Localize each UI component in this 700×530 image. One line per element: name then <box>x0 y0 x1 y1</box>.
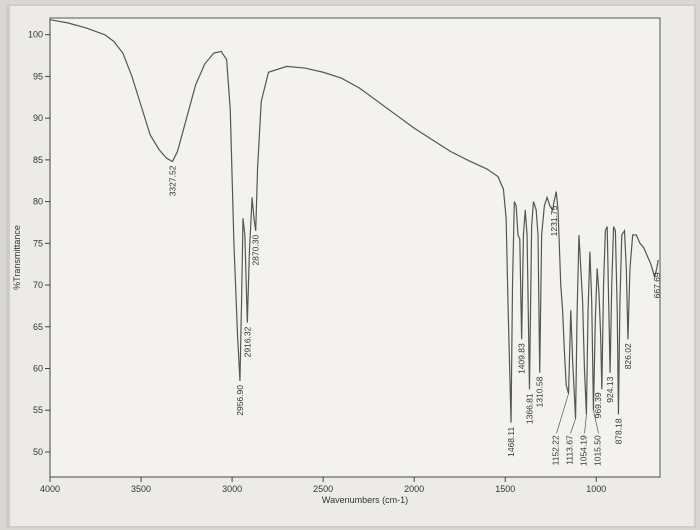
peak-label: 3327.52 <box>167 165 177 196</box>
peak-label: 826.02 <box>623 343 633 369</box>
y-tick-label: 60 <box>33 364 43 374</box>
y-tick-label: 55 <box>33 405 43 415</box>
y-axis-ticks: 100 95 90 85 80 75 70 65 60 55 50 <box>28 30 50 457</box>
peak-label: 1310.58 <box>535 376 545 407</box>
peak-label: 1054.19 <box>579 435 589 466</box>
x-axis-ticks: 4000 3500 3000 2500 2000 1500 1000 <box>40 477 606 494</box>
y-tick-label: 65 <box>33 322 43 332</box>
peak-label: 1113.67 <box>565 435 575 465</box>
x-tick-label: 2000 <box>404 484 424 494</box>
peak-leader-line <box>556 393 569 434</box>
peak-label: 2870.30 <box>251 235 261 266</box>
y-tick-label: 85 <box>33 155 43 165</box>
peak-label: 878.18 <box>613 418 623 444</box>
x-axis-title: Wavenumbers (cm-1) <box>322 495 408 505</box>
peak-label: 2956.90 <box>235 385 245 416</box>
peak-label: 1015.50 <box>593 435 603 466</box>
plot-area <box>49 17 661 478</box>
peak-label: 969.39 <box>593 392 603 418</box>
x-tick-label: 1500 <box>495 484 515 494</box>
y-axis-title: %Transmittance <box>12 225 22 290</box>
peak-leader-line <box>570 418 576 434</box>
y-tick-label: 80 <box>33 197 43 207</box>
peak-label: 1366.81 <box>524 393 534 424</box>
y-tick-label: 75 <box>33 238 43 248</box>
peak-label: 924.13 <box>605 376 615 402</box>
peak-leader-line <box>593 410 599 434</box>
y-tick-label: 50 <box>33 447 43 457</box>
peak-label: 2916.32 <box>242 326 252 357</box>
peak-labels: 3327.52 2956.90 2916.32 2870.30 1468.11 1409.… <box>167 165 661 466</box>
peak-label: 1231.75 <box>549 205 559 236</box>
peak-label: 1409.83 <box>517 343 527 374</box>
peak-leader-line <box>584 414 587 434</box>
x-tick-label: 3500 <box>131 484 151 494</box>
spectrum-series-line <box>49 19 659 423</box>
x-tick-label: 2500 <box>313 484 333 494</box>
x-tick-label: 1000 <box>586 484 606 494</box>
y-tick-label: 90 <box>33 113 43 123</box>
y-tick-label: 100 <box>28 30 43 40</box>
x-tick-label: 4000 <box>40 484 60 494</box>
y-tick-label: 95 <box>33 71 43 81</box>
peak-label: 667.69 <box>652 272 662 298</box>
y-tick-label: 70 <box>33 280 43 290</box>
peak-label: 1152.22 <box>551 435 561 465</box>
x-tick-label: 3000 <box>222 484 242 494</box>
peak-label: 1468.11 <box>506 426 516 456</box>
